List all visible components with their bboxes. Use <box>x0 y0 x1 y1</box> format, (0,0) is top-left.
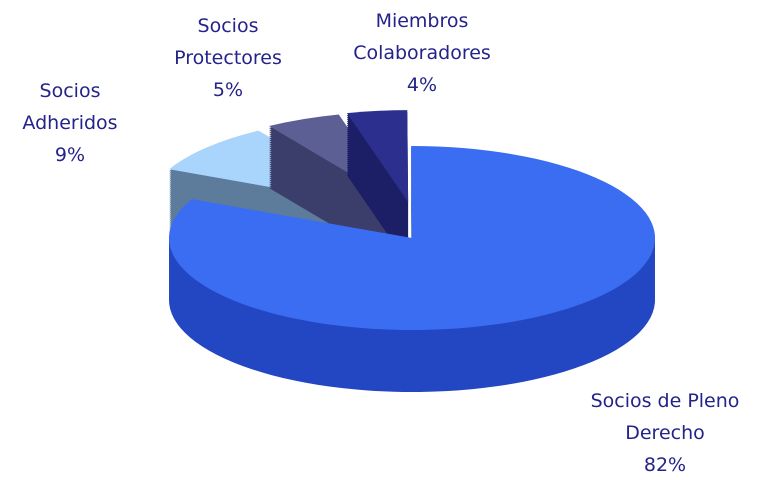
category-name: Socios Adheridos <box>22 80 118 134</box>
value-label: 4% <box>406 74 438 96</box>
value-label: 5% <box>212 79 244 101</box>
slice <box>168 146 655 330</box>
slice-label: Socios Protectores 5% <box>168 10 288 106</box>
category-name: Socios Protectores <box>174 15 282 69</box>
slice-side <box>269 116 400 266</box>
value-label: 9% <box>54 144 86 166</box>
value-label: 82% <box>643 454 687 476</box>
category-name: Socios de Pleno Derecho <box>590 390 740 444</box>
slice-label: Socios de Pleno Derecho 82% <box>588 385 743 480</box>
slice-label: Socios Adheridos 9% <box>20 75 120 171</box>
category-name: Miembros Colaboradores <box>353 10 491 64</box>
slice-label: Miembros Colaboradores 4% <box>342 5 502 101</box>
slice <box>346 110 409 203</box>
